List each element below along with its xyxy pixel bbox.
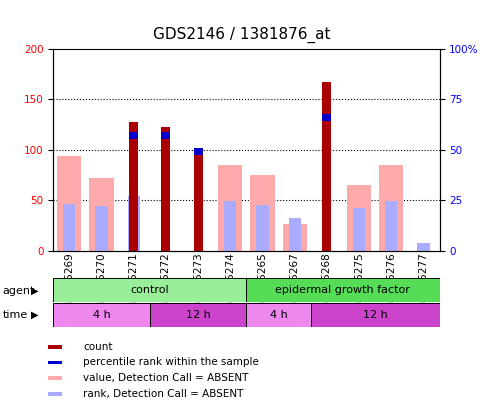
Bar [322,82,331,251]
Bar [150,303,246,327]
Bar [194,154,202,251]
Text: count: count [83,342,113,352]
Text: 4 h: 4 h [93,310,110,320]
Text: GDS2146 / 1381876_at: GDS2146 / 1381876_at [153,26,330,43]
Bar [194,148,202,156]
Bar [224,202,236,251]
Bar [129,122,138,251]
Text: percentile rank within the sample: percentile rank within the sample [83,358,259,367]
Text: rank, Detection Call = ABSENT: rank, Detection Call = ABSENT [83,389,243,399]
Text: agent: agent [2,286,35,296]
Text: 12 h: 12 h [363,310,387,320]
Bar [311,303,440,327]
Bar [161,126,170,251]
Text: epidermal growth factor: epidermal growth factor [275,285,411,295]
Bar [347,185,371,251]
Bar [48,376,62,380]
Bar [256,205,269,251]
Bar [379,165,403,251]
Bar [48,392,62,396]
Text: control: control [130,285,169,295]
Text: time: time [2,310,28,320]
Text: ▶: ▶ [31,286,39,296]
Bar [63,203,75,251]
Bar [53,278,246,302]
Text: value, Detection Call = ABSENT: value, Detection Call = ABSENT [83,373,248,383]
Bar [246,278,440,302]
Bar [89,178,114,251]
Bar [48,345,62,349]
Bar [161,132,170,139]
Text: 12 h: 12 h [185,310,211,320]
Text: 4 h: 4 h [270,310,287,320]
Bar [129,132,138,139]
Bar [246,303,311,327]
Bar [48,360,62,364]
Bar [288,218,301,251]
Bar [53,303,150,327]
Bar [283,224,307,251]
Bar [250,175,274,251]
Text: ▶: ▶ [31,310,39,320]
Bar [353,207,365,251]
Bar [385,202,398,251]
Bar [417,243,429,251]
Bar [95,206,108,251]
Bar [57,156,81,251]
Bar [128,196,140,251]
Bar [322,114,331,121]
Bar [218,165,242,251]
